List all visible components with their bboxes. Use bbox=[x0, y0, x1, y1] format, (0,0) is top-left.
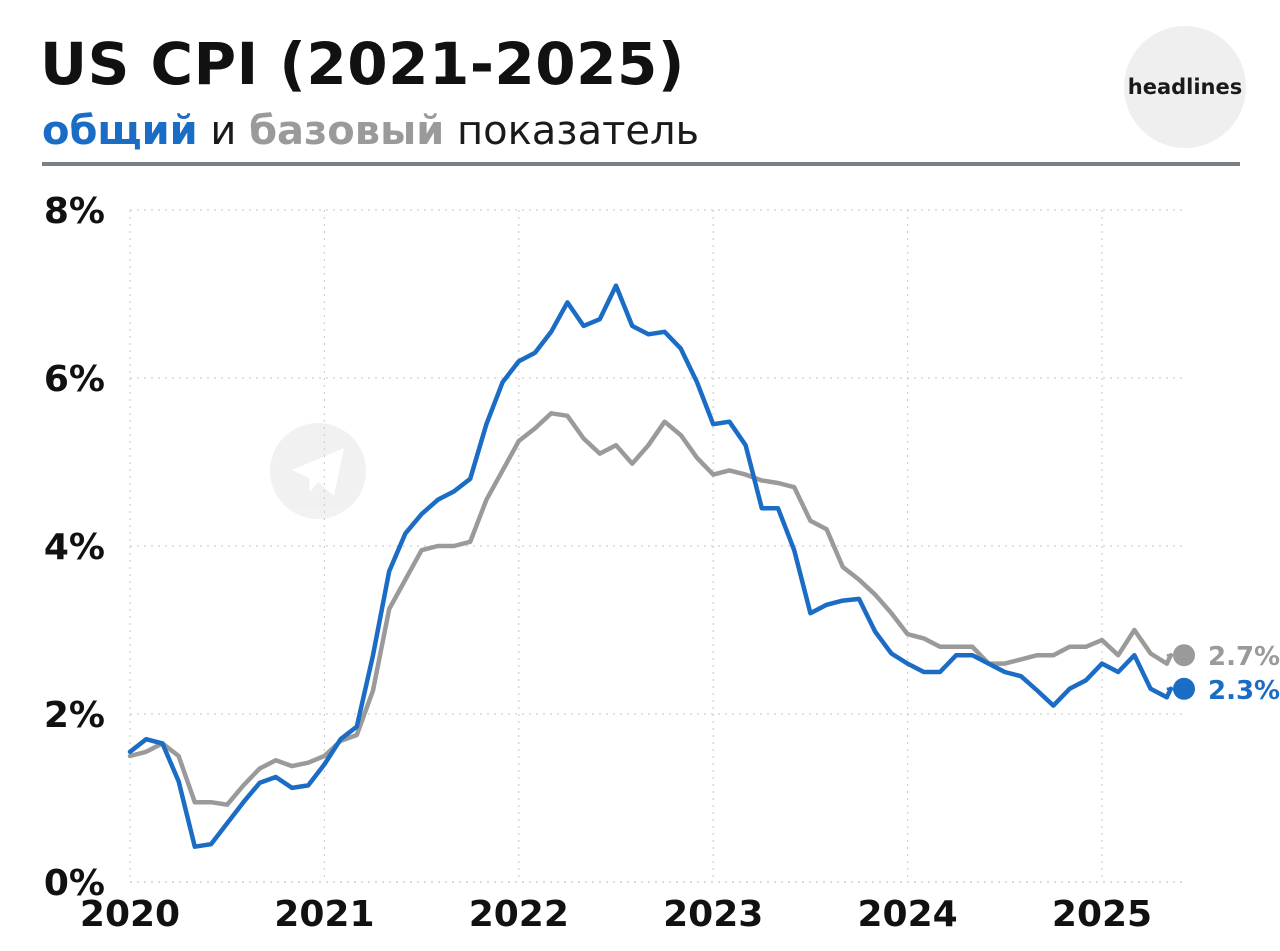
core-end-label: 2.7% bbox=[1208, 642, 1280, 672]
chart-subtitle: общий и базовый показатель bbox=[42, 108, 699, 154]
y-tick-label: 6% bbox=[44, 359, 105, 400]
y-tick-label: 4% bbox=[44, 527, 105, 568]
y-tick-label: 0% bbox=[44, 863, 105, 904]
subtitle-tail: показатель bbox=[457, 108, 700, 154]
y-tick-label: 2% bbox=[44, 695, 105, 736]
headline-series-tail bbox=[1164, 686, 1174, 700]
subtitle-core-word: базовый bbox=[249, 108, 445, 154]
y-tick-label: 8% bbox=[44, 191, 105, 232]
x-tick-label: 2022 bbox=[469, 894, 569, 935]
watermark-telegram-icon bbox=[270, 423, 366, 519]
subtitle-connector: и bbox=[210, 108, 237, 154]
x-tick-label: 2025 bbox=[1052, 894, 1152, 935]
headline-end-marker bbox=[1173, 677, 1195, 700]
core-series-tail bbox=[1164, 652, 1174, 666]
core-series-line bbox=[127, 411, 1170, 807]
x-tick-label: 2023 bbox=[663, 894, 763, 935]
headlines-logo[interactable]: headlines bbox=[1124, 26, 1246, 148]
headline-series-line bbox=[127, 283, 1170, 849]
x-tick-label: 2021 bbox=[274, 894, 374, 935]
logo-text: headlines bbox=[1127, 75, 1243, 99]
chart-title: US CPI (2021-2025) bbox=[40, 30, 685, 98]
core-end-marker bbox=[1173, 644, 1195, 667]
headline-end-label: 2.3% bbox=[1208, 676, 1280, 706]
x-tick-label: 2024 bbox=[857, 894, 957, 935]
subtitle-headline-word: общий bbox=[42, 108, 198, 154]
header-divider bbox=[42, 162, 1240, 166]
x-tick-label: 2020 bbox=[80, 894, 180, 935]
